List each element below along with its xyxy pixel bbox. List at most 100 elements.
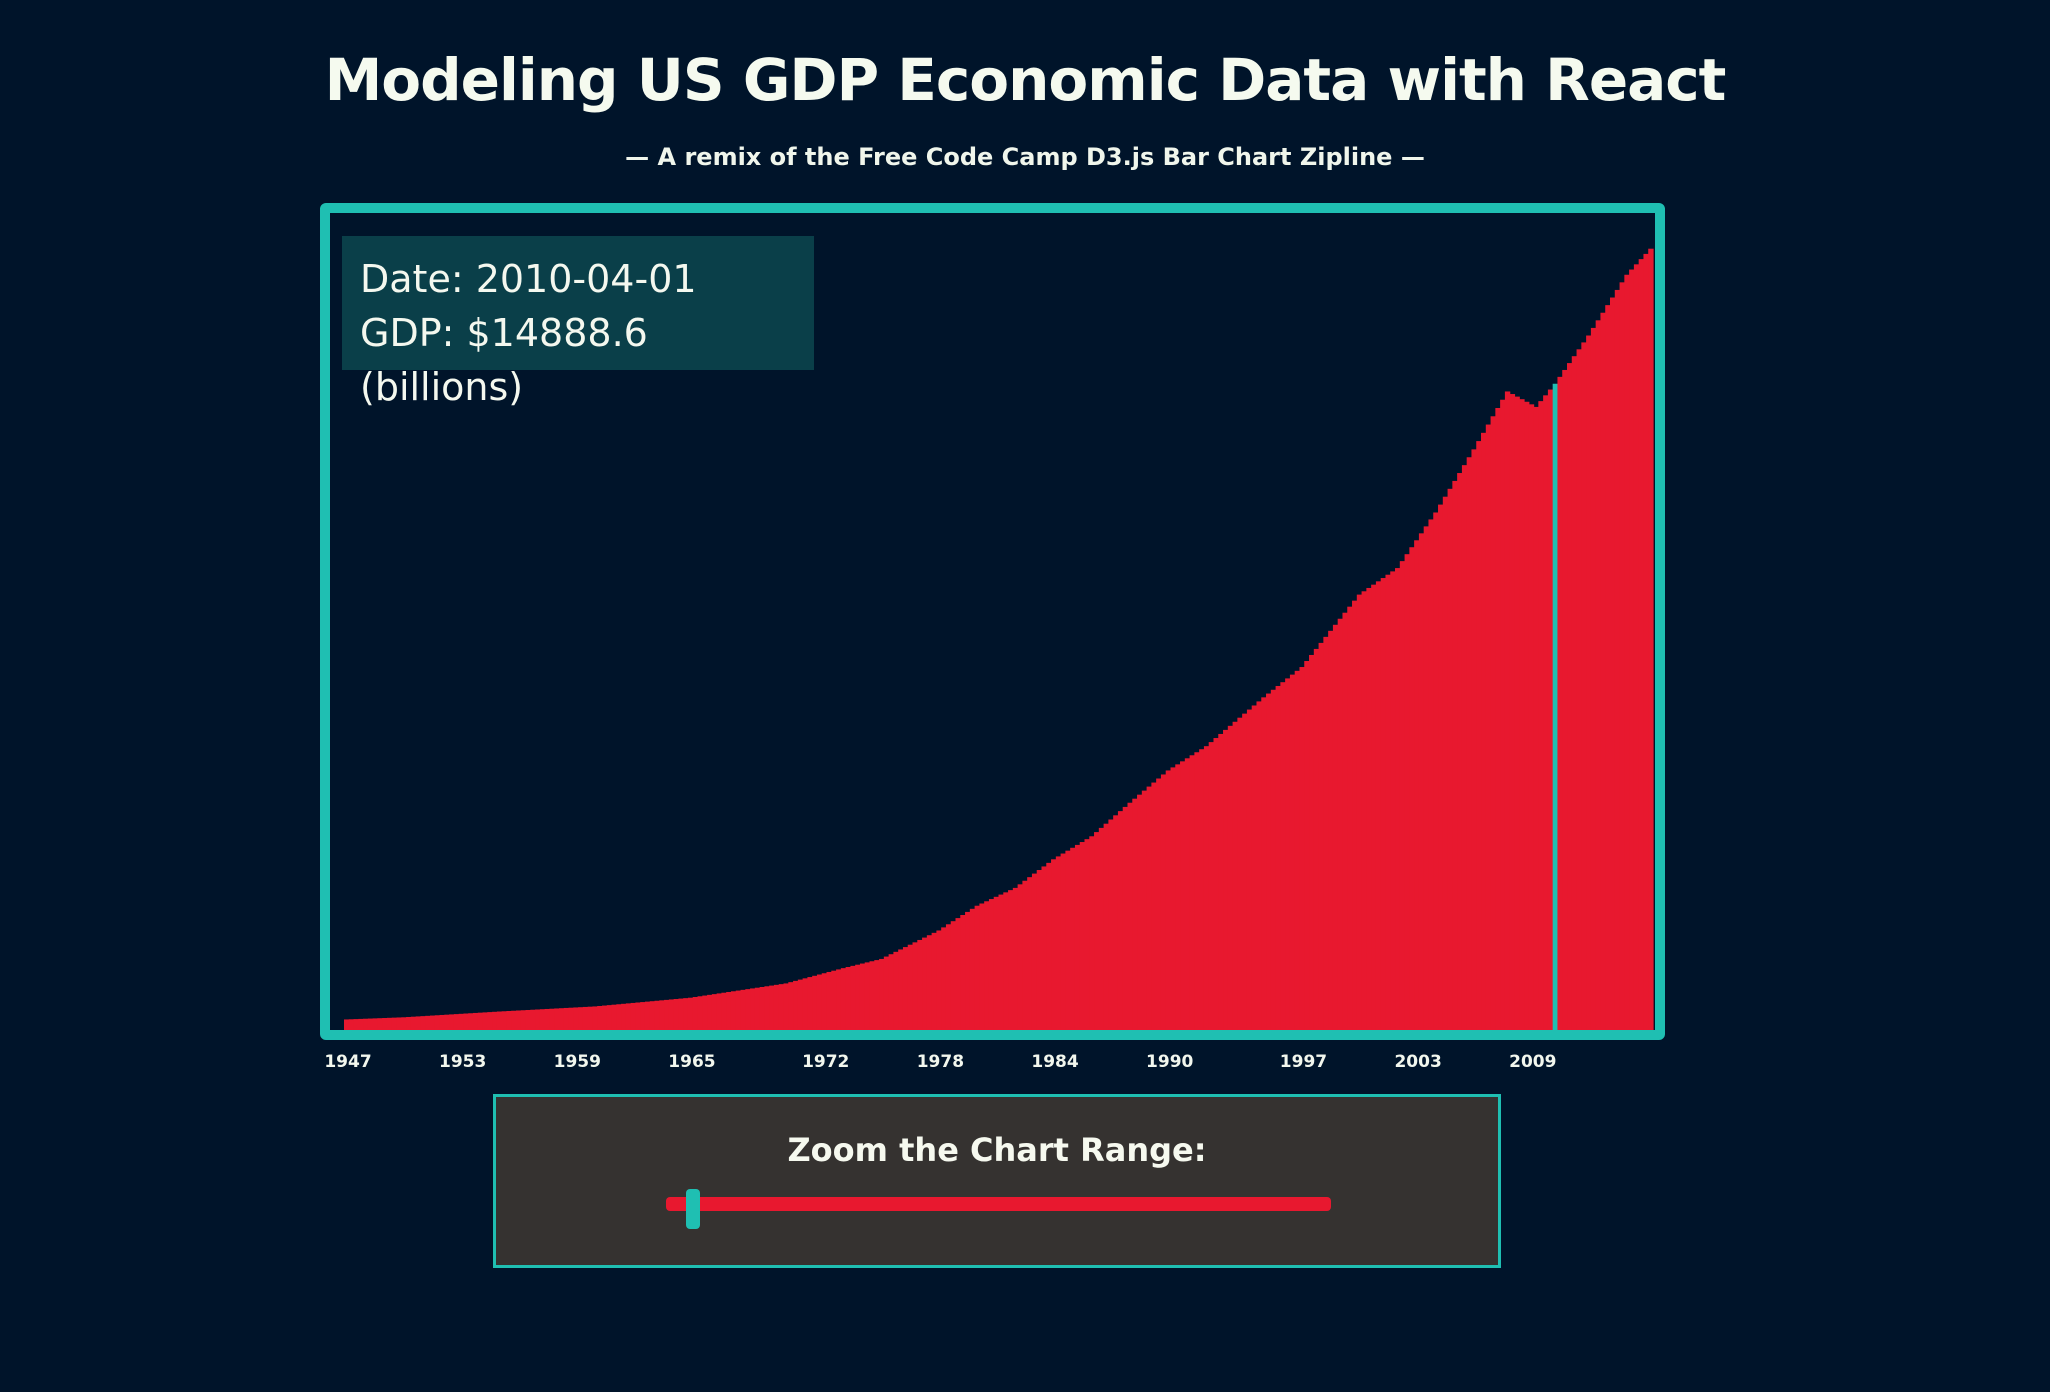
bar[interactable] bbox=[912, 942, 918, 1030]
bar[interactable] bbox=[444, 1014, 450, 1030]
bar[interactable] bbox=[611, 1004, 617, 1030]
bar[interactable] bbox=[773, 984, 780, 1030]
bar[interactable] bbox=[850, 965, 856, 1030]
bar[interactable] bbox=[984, 901, 990, 1030]
bar[interactable] bbox=[401, 1017, 407, 1030]
bar[interactable] bbox=[487, 1012, 493, 1030]
bar[interactable] bbox=[1266, 693, 1272, 1030]
bar[interactable] bbox=[568, 1007, 574, 1030]
bar[interactable] bbox=[879, 958, 885, 1030]
bar[interactable] bbox=[630, 1002, 637, 1030]
bar[interactable] bbox=[1619, 282, 1625, 1030]
bar[interactable] bbox=[687, 997, 694, 1030]
bar[interactable] bbox=[778, 984, 785, 1030]
bar[interactable] bbox=[917, 939, 923, 1030]
bar[interactable] bbox=[1452, 480, 1458, 1030]
bar[interactable] bbox=[1590, 327, 1597, 1030]
bar[interactable] bbox=[1533, 406, 1539, 1030]
bar[interactable] bbox=[831, 970, 837, 1030]
bar[interactable] bbox=[429, 1015, 436, 1030]
bar[interactable] bbox=[1180, 761, 1186, 1030]
bar[interactable] bbox=[1504, 391, 1511, 1030]
bar[interactable] bbox=[391, 1017, 398, 1030]
bar[interactable] bbox=[1581, 342, 1587, 1030]
bar[interactable] bbox=[855, 964, 861, 1030]
bar[interactable] bbox=[1051, 859, 1057, 1030]
bar[interactable] bbox=[797, 979, 804, 1030]
bar[interactable] bbox=[363, 1018, 369, 1030]
bar[interactable] bbox=[1275, 685, 1281, 1030]
bar[interactable] bbox=[578, 1007, 584, 1030]
bar[interactable] bbox=[472, 1012, 479, 1030]
bar[interactable] bbox=[998, 894, 1004, 1030]
bar[interactable] bbox=[420, 1016, 426, 1030]
bar[interactable] bbox=[993, 896, 1000, 1030]
bar[interactable] bbox=[1246, 709, 1253, 1030]
bar[interactable] bbox=[1175, 764, 1181, 1030]
bar[interactable] bbox=[501, 1011, 508, 1030]
bar[interactable] bbox=[410, 1016, 417, 1030]
bar[interactable] bbox=[649, 1001, 656, 1030]
bar[interactable] bbox=[1562, 369, 1568, 1030]
bar[interactable] bbox=[898, 949, 904, 1030]
bar[interactable] bbox=[955, 918, 961, 1030]
bar[interactable] bbox=[549, 1008, 555, 1030]
bar[interactable] bbox=[1404, 554, 1410, 1030]
bar[interactable] bbox=[1390, 571, 1396, 1030]
bar[interactable] bbox=[1495, 408, 1501, 1030]
bar[interactable] bbox=[1361, 591, 1367, 1030]
bar[interactable] bbox=[1213, 738, 1219, 1030]
bar[interactable] bbox=[344, 1019, 350, 1030]
bar[interactable] bbox=[582, 1006, 589, 1030]
bar[interactable] bbox=[1060, 853, 1066, 1030]
bar[interactable] bbox=[1567, 363, 1573, 1030]
bar[interactable] bbox=[788, 982, 794, 1030]
bar[interactable] bbox=[922, 937, 928, 1030]
bar[interactable] bbox=[1543, 395, 1549, 1030]
bar[interactable] bbox=[1371, 584, 1377, 1030]
bar[interactable] bbox=[769, 985, 775, 1030]
bar[interactable] bbox=[587, 1006, 594, 1030]
bar[interactable] bbox=[654, 1000, 660, 1030]
bar[interactable] bbox=[974, 905, 980, 1030]
bar[interactable] bbox=[812, 975, 818, 1030]
bar[interactable] bbox=[1208, 742, 1215, 1030]
bar[interactable] bbox=[659, 1000, 665, 1030]
bar[interactable] bbox=[1227, 725, 1234, 1030]
bar[interactable] bbox=[592, 1006, 598, 1030]
bar[interactable] bbox=[845, 967, 851, 1030]
bar[interactable] bbox=[1600, 312, 1606, 1030]
bar[interactable] bbox=[1342, 612, 1348, 1030]
bar[interactable] bbox=[482, 1012, 488, 1030]
bar[interactable] bbox=[1103, 823, 1109, 1030]
bar[interactable] bbox=[1017, 884, 1023, 1030]
bar[interactable] bbox=[1399, 561, 1406, 1030]
bar[interactable] bbox=[515, 1010, 522, 1030]
bar[interactable] bbox=[1280, 682, 1286, 1030]
bar[interactable] bbox=[702, 995, 708, 1030]
bar[interactable] bbox=[1380, 578, 1387, 1030]
bar[interactable] bbox=[1242, 713, 1248, 1030]
bar[interactable] bbox=[1232, 721, 1238, 1030]
bar[interactable] bbox=[1643, 253, 1649, 1030]
bar[interactable] bbox=[1395, 568, 1401, 1030]
bar[interactable] bbox=[601, 1005, 608, 1030]
bar[interactable] bbox=[1337, 618, 1344, 1030]
zoom-slider[interactable] bbox=[666, 1189, 1331, 1229]
bar[interactable] bbox=[1490, 416, 1496, 1030]
bar[interactable] bbox=[1094, 832, 1100, 1030]
bar[interactable] bbox=[1414, 540, 1420, 1030]
bar[interactable] bbox=[1328, 630, 1334, 1030]
bar[interactable] bbox=[1117, 811, 1124, 1030]
bar[interactable] bbox=[721, 992, 727, 1030]
zoom-slider-thumb[interactable] bbox=[685, 1189, 700, 1229]
bar[interactable] bbox=[907, 944, 914, 1030]
bar[interactable] bbox=[382, 1018, 388, 1030]
bar[interactable] bbox=[764, 986, 770, 1030]
bar[interactable] bbox=[1237, 717, 1243, 1030]
bar[interactable] bbox=[1461, 465, 1468, 1030]
bar[interactable] bbox=[1447, 488, 1453, 1030]
bar[interactable] bbox=[869, 961, 875, 1030]
bar[interactable] bbox=[1022, 880, 1028, 1030]
bar[interactable] bbox=[449, 1014, 455, 1030]
